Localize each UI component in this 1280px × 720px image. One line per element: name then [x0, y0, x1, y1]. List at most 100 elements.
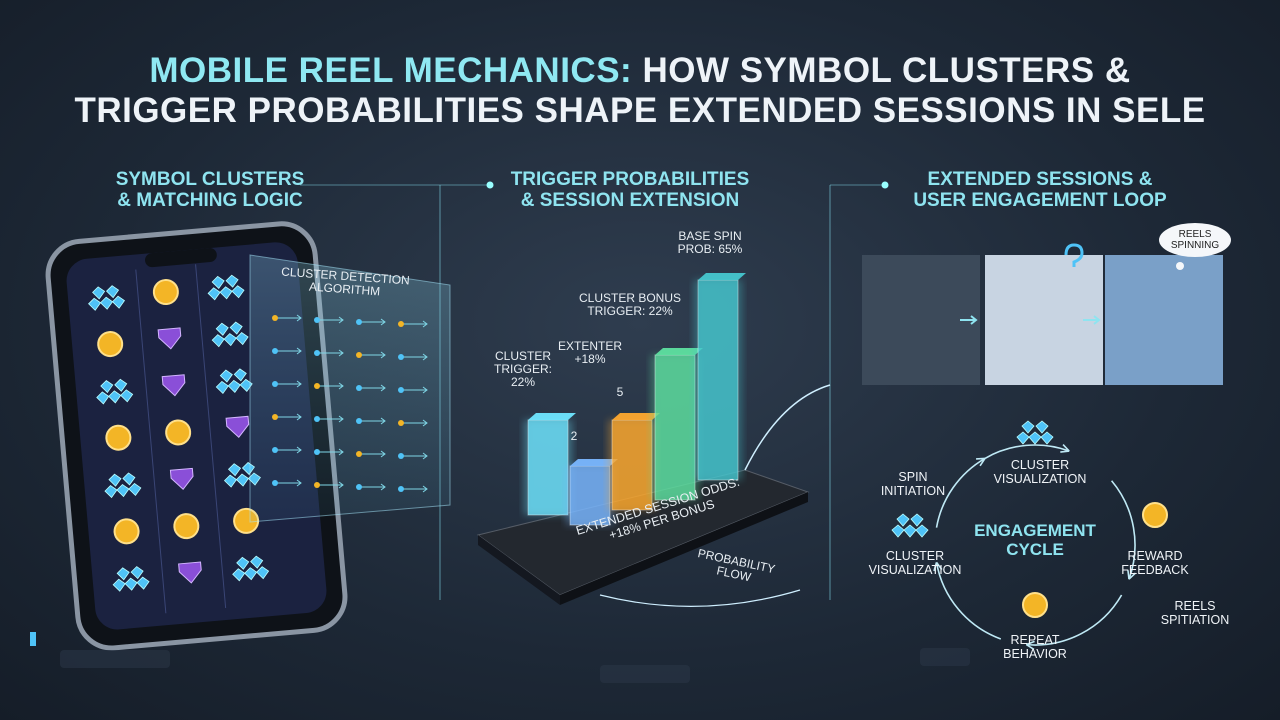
bar-front — [611, 419, 653, 511]
cycle-node: REPEAT BEHAVIOR — [990, 633, 1080, 662]
text: SPINNING — [1170, 240, 1220, 251]
bar-front — [697, 279, 739, 481]
gem — [233, 368, 247, 382]
gem — [227, 379, 241, 393]
gem — [114, 378, 128, 392]
gem — [211, 275, 225, 290]
gem — [108, 473, 122, 487]
coin — [1022, 592, 1048, 618]
gem — [235, 473, 249, 487]
gem — [225, 274, 239, 288]
platform-side — [560, 492, 808, 605]
flow-node — [314, 482, 320, 488]
flow-arrow — [599, 589, 801, 607]
cycle-arrow — [935, 457, 986, 528]
flow-node — [356, 418, 362, 424]
gem — [116, 567, 130, 581]
flow-node — [314, 449, 320, 455]
marker: 2 — [570, 429, 578, 443]
flow-arrow — [275, 446, 302, 454]
node-dot — [881, 181, 889, 189]
gem — [1021, 420, 1035, 434]
text: SPIN — [898, 470, 928, 484]
flow-node — [398, 387, 404, 393]
node-dot — [486, 181, 494, 189]
arrowhead — [1060, 443, 1070, 453]
gem — [1035, 420, 1049, 434]
text: TRIGGER: — [493, 362, 552, 377]
bar-top — [528, 413, 576, 420]
flow-arrow — [317, 349, 344, 357]
text: CLUSTER — [494, 349, 551, 363]
flow-node — [356, 352, 362, 358]
bar-front — [527, 419, 569, 516]
gem — [1028, 431, 1042, 445]
flow-arrow — [317, 316, 344, 324]
gem — [250, 555, 264, 569]
text: USER ENGAGEMENT LOOP — [913, 189, 1167, 211]
bar-top — [698, 273, 746, 280]
flow-node — [356, 451, 362, 457]
gem — [244, 567, 258, 581]
ui-chip — [920, 648, 970, 666]
gem — [256, 566, 270, 580]
question — [1064, 243, 1084, 267]
gem — [130, 566, 144, 580]
flow-node — [314, 416, 320, 422]
shield — [157, 327, 182, 350]
flow-node — [272, 480, 278, 486]
ui-bar — [30, 632, 36, 646]
text: CYCLE — [1006, 539, 1064, 559]
coin — [97, 331, 124, 358]
text: EXTENDED SESSIONS & — [927, 169, 1153, 190]
gem — [223, 333, 237, 347]
cycle-node: CLUSTER VISUALIZATION — [860, 549, 970, 578]
gem — [105, 285, 120, 299]
gem — [108, 390, 122, 404]
gem — [96, 391, 110, 405]
cycle-arrow — [1110, 480, 1136, 580]
gem — [120, 389, 134, 403]
bar-label: EXTENTER +18% — [555, 339, 625, 366]
reel-divider — [195, 264, 227, 609]
person-panel — [1105, 255, 1223, 385]
cycle-node: SPIN INITIATION — [868, 470, 958, 499]
gem — [136, 576, 150, 590]
coin — [113, 518, 140, 545]
platform-side — [478, 535, 560, 605]
section-title: EXTENDED SESSIONS & USER ENGAGEMENT LOOP — [895, 169, 1185, 212]
text: VISUALIZATION — [868, 562, 962, 577]
gem — [235, 332, 249, 346]
gem — [215, 380, 229, 395]
cycle-node: REWARD FEEDBACK — [1110, 549, 1200, 578]
gem — [1040, 431, 1054, 445]
text: SPITIATION — [1160, 612, 1230, 627]
flow-node — [356, 385, 362, 391]
flow-arrow — [359, 483, 386, 491]
shield — [225, 415, 250, 438]
ui-chip — [60, 650, 170, 668]
speech-bubble-text: REELS SPINNING — [1165, 229, 1225, 251]
flow-node — [356, 484, 362, 490]
coin — [165, 419, 192, 446]
text: TRIGGER: 22% — [587, 304, 673, 319]
gem — [100, 380, 114, 394]
text: CLUSTER — [1010, 458, 1070, 472]
text: CLUSTER — [885, 549, 945, 563]
flow-arrow — [359, 318, 386, 326]
text: FEEDBACK — [1121, 562, 1189, 577]
flow-node — [314, 350, 320, 356]
flow-node — [272, 447, 278, 453]
speech-bubble — [1159, 223, 1231, 257]
shield — [161, 374, 186, 397]
text: BASE SPIN — [678, 229, 742, 243]
gem — [211, 334, 225, 348]
gem — [215, 322, 229, 336]
gem — [219, 369, 233, 383]
flow-node — [356, 319, 362, 325]
flow-arrow — [401, 452, 428, 460]
text: 22% — [510, 375, 536, 390]
text: CLUSTER BONUS — [578, 291, 682, 305]
phone-notch — [145, 248, 217, 268]
gem — [236, 556, 250, 570]
